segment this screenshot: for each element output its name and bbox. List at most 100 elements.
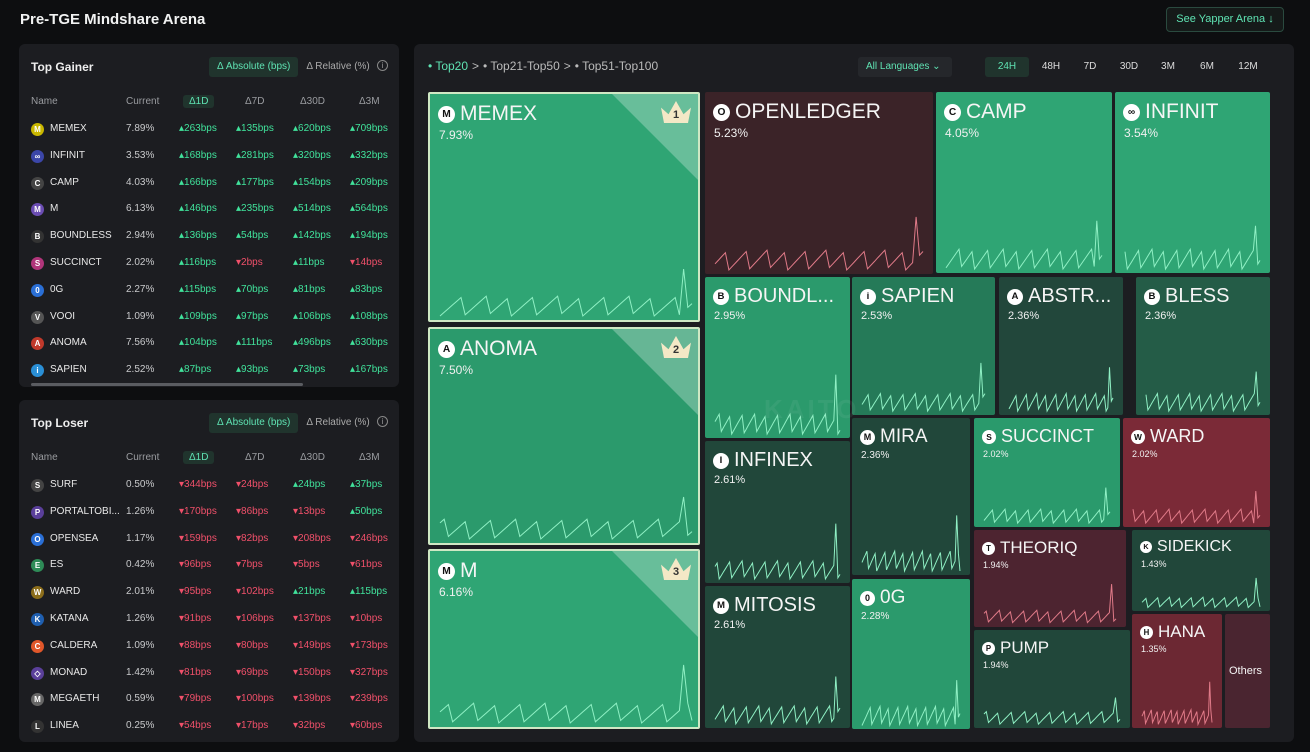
delta-3m: ▾10bps [350, 613, 383, 624]
absolute-toggle[interactable]: Δ Absolute (bps) [209, 57, 299, 77]
table-row[interactable]: A ANOMA 7.56% ▴104bps ▴111bps ▴496bps ▴630bps [19, 329, 399, 355]
col-current[interactable]: Current [126, 452, 160, 463]
col-30d[interactable]: Δ30D [300, 452, 326, 463]
current-value: 0.42% [126, 559, 155, 571]
col-30d[interactable]: Δ30D [300, 96, 326, 107]
rank-ribbon [612, 329, 698, 415]
treemap-tile[interactable]: M M 6.16% 3 [428, 549, 700, 729]
table-row[interactable]: ◇ MONAD 1.42% ▾81bps ▾69bps ▾150bps ▾327bps [19, 659, 399, 685]
table-row[interactable]: M M 6.13% ▴146bps ▴235bps ▴514bps ▴564bps [19, 195, 399, 221]
timeframe-24h[interactable]: 24H [985, 57, 1029, 77]
treemap-tile[interactable]: C CAMP 4.05% [936, 92, 1112, 273]
treemap-tile[interactable]: B BOUNDL... 2.95% [705, 277, 850, 438]
delta-toggle: Δ Absolute (bps) Δ Relative (%) [209, 57, 378, 77]
token-name: KATANA [50, 613, 89, 624]
table-row[interactable]: ∞ INFINIT 3.53% ▴168bps ▴281bps ▴320bps ▴332bp… [19, 142, 399, 168]
crumb-top21-50[interactable]: • Top21-Top50 [483, 59, 560, 73]
treemap-tile[interactable]: i SAPIEN 2.53% [852, 277, 995, 415]
treemap-tile[interactable]: A ABSTR... 2.36% [999, 277, 1123, 415]
treemap-tile[interactable]: ∞ INFINIT 3.54% [1115, 92, 1270, 273]
tile-name: MEMEX [460, 102, 538, 125]
table-row[interactable]: E ES 0.42% ▾96bps ▾7bps ▾5bps ▾61bps [19, 551, 399, 577]
delta-1d: ▴263bps [179, 123, 217, 134]
table-row[interactable]: C CALDERA 1.09% ▾88bps ▾80bps ▾149bps ▾173bps [19, 632, 399, 658]
timeframe-3m[interactable]: 3M [1161, 61, 1175, 72]
delta-3m: ▴37bps [350, 479, 383, 490]
table-row[interactable]: O OPENSEA 1.17% ▾159bps ▾82bps ▾208bps ▾246bps [19, 525, 399, 551]
tile-name: HANA [1158, 622, 1206, 641]
see-yapper-arena-button[interactable]: See Yapper Arena ↓ [1166, 7, 1284, 32]
treemap-tile[interactable]: A ANOMA 7.50% 2 [428, 327, 700, 545]
treemap-tile[interactable]: M MIRA 2.36% [852, 418, 970, 575]
col-current[interactable]: Current [126, 96, 160, 107]
token-icon: K [1140, 541, 1152, 553]
relative-toggle[interactable]: Δ Relative (%) [306, 417, 370, 428]
table-row[interactable]: 0 0G 2.27% ▴115bps ▴70bps ▴81bps ▴83bps [19, 276, 399, 302]
treemap-tile[interactable]: O OPENLEDGER 5.23% [705, 92, 933, 274]
current-value: 1.17% [126, 532, 155, 544]
treemap-tile[interactable]: K SIDEKICK 1.43% [1132, 530, 1270, 611]
delta-3m: ▾60bps [350, 720, 383, 732]
col-1d[interactable]: Δ1D [183, 451, 215, 464]
treemap-tile[interactable]: Others [1225, 614, 1270, 728]
tile-percent: 2.61% [714, 619, 746, 631]
token-icon: B [1144, 288, 1160, 305]
col-3m[interactable]: Δ3M [359, 96, 380, 107]
table-row[interactable]: C CAMP 4.03% ▴166bps ▴177bps ▴154bps ▴209bps [19, 169, 399, 195]
relative-toggle[interactable]: Δ Relative (%) [306, 61, 370, 72]
crumb-top20[interactable]: • Top20 [428, 59, 469, 73]
table-row[interactable]: M MEMEX 7.89% ▴263bps ▴135bps ▴620bps ▴709bps [19, 115, 399, 141]
col-name[interactable]: Name [31, 452, 58, 463]
token-name: LINEA [50, 720, 79, 732]
col-3m[interactable]: Δ3M [359, 452, 380, 463]
token-icon: M [438, 562, 455, 580]
tile-name: INFINIT [1145, 100, 1219, 123]
table-row[interactable]: S SUCCINCT 2.02% ▴116bps ▾2bps ▴11bps ▾14bps [19, 249, 399, 275]
info-icon[interactable]: i [377, 60, 388, 71]
col-name[interactable]: Name [31, 96, 58, 107]
info-icon[interactable]: i [377, 416, 388, 427]
delta-30d: ▾32bps [293, 720, 326, 732]
treemap-tile[interactable]: P PUMP 1.94% [974, 630, 1130, 728]
treemap-tile[interactable]: H HANA 1.35% [1132, 614, 1222, 728]
col-7d[interactable]: Δ7D [245, 452, 265, 463]
table-row[interactable]: P PORTALTOBI... 1.26% ▾170bps ▾86bps ▾13bps ▴5… [19, 498, 399, 524]
timeframe-7d[interactable]: 7D [1083, 61, 1097, 72]
absolute-toggle[interactable]: Δ Absolute (bps) [209, 413, 299, 433]
table-row[interactable]: W WARD 2.01% ▾95bps ▾102bps ▴21bps ▴115bps [19, 578, 399, 604]
delta-3m: ▴83bps [350, 283, 383, 295]
token-name: VOOI [50, 310, 76, 322]
delta-1d: ▾344bps [179, 479, 217, 490]
timeframe-6m[interactable]: 6M [1200, 61, 1214, 72]
current-value: 2.02% [126, 257, 155, 268]
tile-name: PUMP [1000, 638, 1050, 657]
table-row[interactable]: V VOOI 1.09% ▴109bps ▴97bps ▴106bps ▴108bps [19, 303, 399, 329]
treemap-tile[interactable]: M MITOSIS 2.61% [705, 586, 850, 728]
treemap-tile[interactable]: S SUCCINCT 2.02% [974, 418, 1120, 527]
table-row[interactable]: M MEGAETH 0.59% ▾79bps ▾100bps ▾139bps ▾239bps [19, 685, 399, 711]
table-row[interactable]: S SURF 0.50% ▾344bps ▾24bps ▴24bps ▴37bps [19, 471, 399, 497]
table-row[interactable]: B BOUNDLESS 2.94% ▴136bps ▴54bps ▴142bps ▴194b… [19, 222, 399, 248]
table-row[interactable]: K KATANA 1.26% ▾91bps ▾106bps ▾137bps ▾10bps [19, 605, 399, 631]
treemap-tile[interactable]: M MEMEX 7.93% 1 [428, 92, 700, 322]
tile-name: BOUNDL... [734, 285, 835, 307]
tile-name: CAMP [966, 100, 1027, 123]
timeframe-48h[interactable]: 48H [1041, 61, 1061, 72]
scrollbar[interactable] [31, 383, 303, 386]
language-select[interactable]: All Languages ⌄ [858, 57, 952, 77]
col-1d[interactable]: Δ1D [183, 95, 215, 108]
treemap-tile[interactable]: B BLESS 2.36% [1136, 277, 1270, 415]
timeframe-30d[interactable]: 30D [1119, 61, 1139, 72]
current-value: 2.52% [126, 364, 155, 376]
table-row[interactable]: i SAPIEN 2.52% ▴87bps ▴93bps ▴73bps ▴167bps [19, 356, 399, 382]
table-header: Name Current Δ1D Δ7D Δ30D Δ3M [19, 450, 399, 466]
delta-30d: ▴320bps [293, 149, 331, 161]
col-7d[interactable]: Δ7D [245, 96, 265, 107]
treemap-tile[interactable]: I INFINEX 2.61% [705, 441, 850, 583]
treemap-tile[interactable]: W WARD 2.02% [1123, 418, 1270, 527]
table-row[interactable]: L LINEA 0.25% ▾54bps ▾17bps ▾32bps ▾60bps [19, 712, 399, 738]
crumb-top51-100[interactable]: • Top51-Top100 [574, 59, 659, 73]
treemap-tile[interactable]: T THEORIQ 1.94% [974, 530, 1126, 627]
treemap-tile[interactable]: 0 0G 2.28% [852, 579, 970, 729]
timeframe-12m[interactable]: 12M [1238, 61, 1258, 72]
